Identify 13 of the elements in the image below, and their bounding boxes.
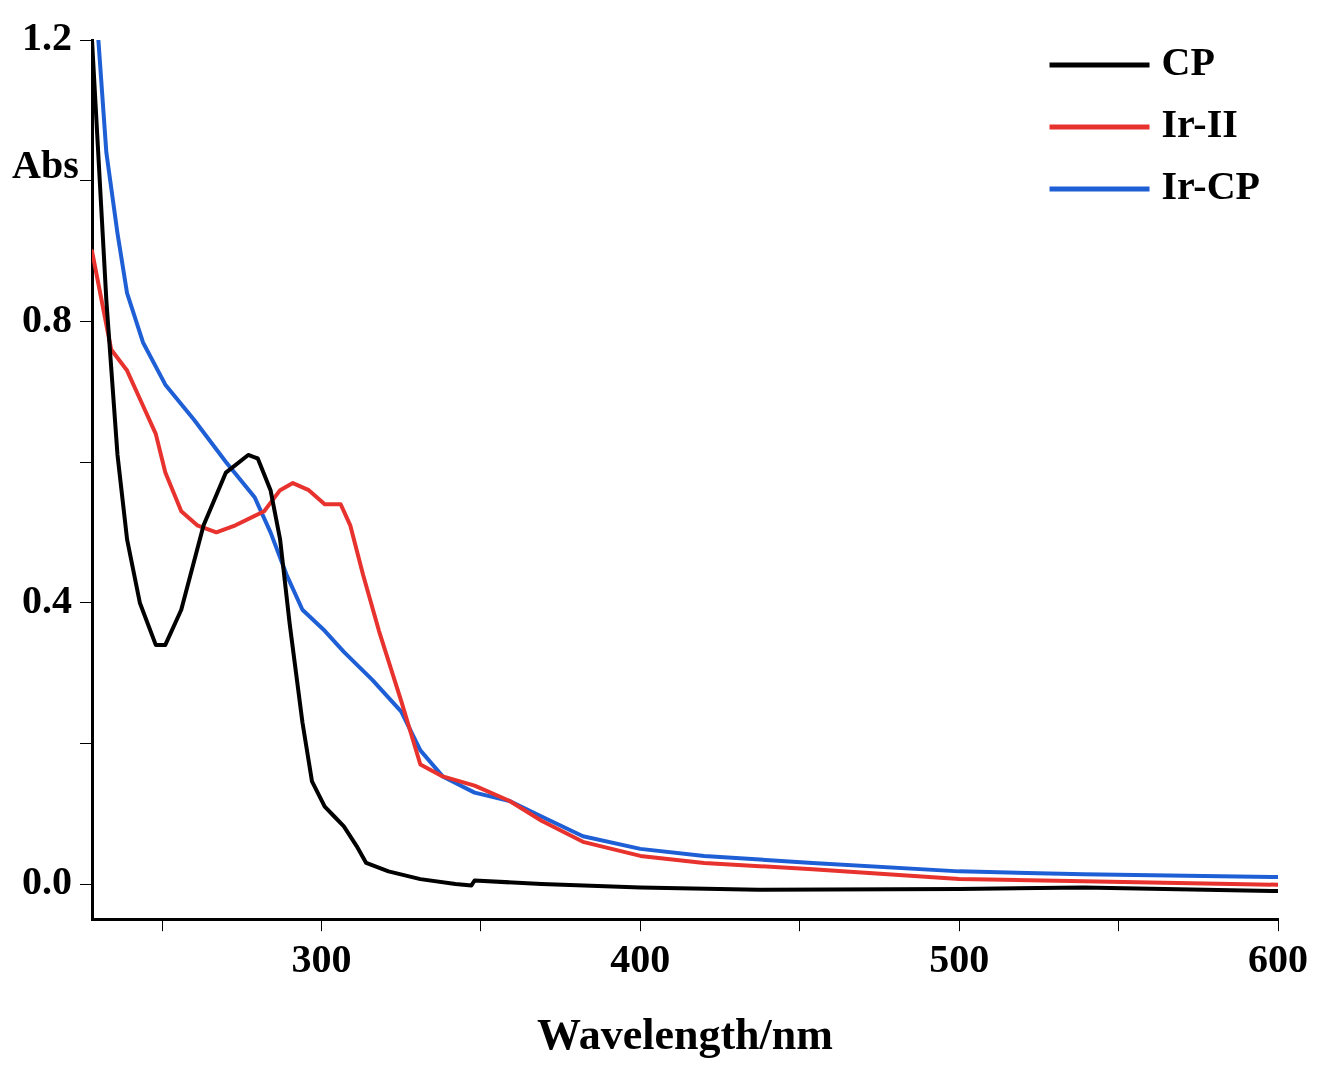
x-tick-label: 300 [291,935,352,981]
x-tick-label: 600 [1248,935,1308,981]
y-tick-label: 1.2 [22,14,72,60]
x-tick-label: 400 [610,935,671,981]
legend-label: CP [1161,39,1215,85]
legend-label: Ir-II [1161,101,1238,147]
y-axis-title: Abs [12,142,79,188]
text: 0.0 [22,858,72,904]
x-tick-label: 500 [929,935,990,981]
y-tick-label: 0.8 [22,295,72,341]
x-axis-title: Wavelength/nm [537,1009,833,1059]
y-tick-label: 0.4 [22,577,72,623]
legend-label: Ir-CP [1161,163,1261,209]
